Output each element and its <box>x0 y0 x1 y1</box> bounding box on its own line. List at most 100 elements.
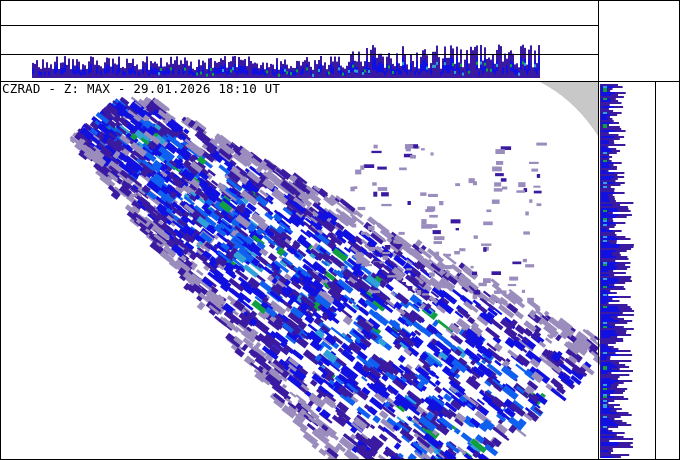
echo-cell <box>507 349 519 359</box>
profile-row <box>601 418 609 420</box>
echo-cell <box>93 162 110 178</box>
echo-cell <box>450 394 467 408</box>
echo-cell <box>500 365 519 382</box>
echo-cell <box>413 261 428 274</box>
echo-cell <box>130 133 138 141</box>
echo-cell <box>152 109 164 120</box>
profile-column <box>276 65 278 74</box>
profile-row <box>600 388 628 390</box>
profile-column <box>530 45 532 78</box>
profile-column <box>52 68 54 78</box>
echo-cell <box>414 329 422 337</box>
echo-cell <box>273 260 290 274</box>
echo-cell <box>430 395 445 408</box>
echo-cell <box>373 391 387 404</box>
echo-cell <box>234 263 246 273</box>
profile-row <box>601 378 611 380</box>
echo-cell <box>434 385 443 394</box>
profile-row <box>600 108 609 110</box>
echo-cell <box>271 277 278 285</box>
echo-cell <box>261 296 269 304</box>
echo-cell <box>504 407 516 419</box>
profile-column <box>432 64 434 68</box>
echo-cell <box>485 311 496 321</box>
echo-cell <box>388 242 401 253</box>
profile-column <box>70 69 72 78</box>
echo-cell <box>281 383 288 389</box>
profile-column <box>338 67 340 71</box>
echo-cell <box>119 134 131 145</box>
echo-cell <box>557 372 575 387</box>
echo-cell <box>142 120 152 129</box>
profile-column <box>322 65 324 78</box>
echo-cell <box>370 229 387 243</box>
echo-cell <box>208 285 219 295</box>
echo-cell <box>266 263 272 269</box>
echo-cell <box>410 267 422 278</box>
profile-column <box>362 72 364 75</box>
echo-cell <box>393 442 402 450</box>
profile-column <box>62 67 64 75</box>
echo-cell <box>170 205 181 215</box>
profile-row <box>601 292 611 294</box>
echo-cell <box>341 332 347 338</box>
echo-cell <box>463 347 481 363</box>
echo-cell <box>576 330 589 341</box>
profile-column <box>372 56 374 70</box>
profile-column <box>344 72 346 76</box>
echo-cell <box>350 422 363 433</box>
echo-cell <box>143 155 150 162</box>
echo-cell <box>342 433 359 447</box>
echo-cell <box>319 335 332 346</box>
echo-cell <box>194 194 201 201</box>
echo-cell <box>179 228 187 235</box>
profile-row <box>601 142 609 144</box>
echo-cell <box>130 141 148 158</box>
echo-cell <box>470 265 474 269</box>
profile-column <box>84 69 86 75</box>
profile-row <box>603 416 607 418</box>
echo-cell <box>536 174 541 178</box>
echo-cell <box>420 148 425 151</box>
echo-cell <box>477 348 483 355</box>
echo-cell <box>354 337 362 344</box>
echo-cell <box>182 224 196 237</box>
profile-column <box>312 73 314 77</box>
echo-cell <box>432 230 441 235</box>
echo-cell <box>476 315 489 327</box>
echo-cell <box>241 343 249 352</box>
profile-row <box>601 252 612 254</box>
echo-cell <box>189 183 198 192</box>
profile-column <box>304 60 306 78</box>
echo-cell <box>508 288 523 301</box>
echo-cell <box>216 232 229 243</box>
profile-column <box>518 72 520 76</box>
profile-row <box>600 184 621 186</box>
profile-column <box>256 68 258 75</box>
profile-column <box>64 63 66 73</box>
profile-column <box>118 64 120 73</box>
echo-cell <box>226 180 236 189</box>
echo-cell <box>390 362 405 375</box>
echo-cell <box>408 144 414 149</box>
echo-cell <box>493 290 501 294</box>
profile-column <box>396 61 398 72</box>
echo-cell <box>287 403 299 414</box>
profile-column <box>56 64 58 73</box>
echo-cell <box>292 417 309 432</box>
echo-cell <box>149 210 162 222</box>
profile-row <box>603 98 607 100</box>
profile-column <box>514 69 516 75</box>
profile-column <box>132 65 134 74</box>
profile-column <box>112 65 114 74</box>
profile-column <box>90 64 92 73</box>
echo-cell <box>484 378 493 387</box>
echo-cell <box>302 221 312 229</box>
echo-cell <box>514 324 526 335</box>
echo-cell <box>466 279 479 291</box>
echo-cell <box>467 316 476 325</box>
echo-cell <box>451 425 457 431</box>
echo-cell <box>176 218 188 228</box>
echo-cell <box>470 323 483 335</box>
profile-column <box>246 70 248 76</box>
